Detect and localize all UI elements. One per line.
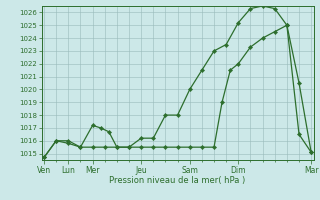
X-axis label: Pression niveau de la mer( hPa ): Pression niveau de la mer( hPa ) [109,176,246,185]
